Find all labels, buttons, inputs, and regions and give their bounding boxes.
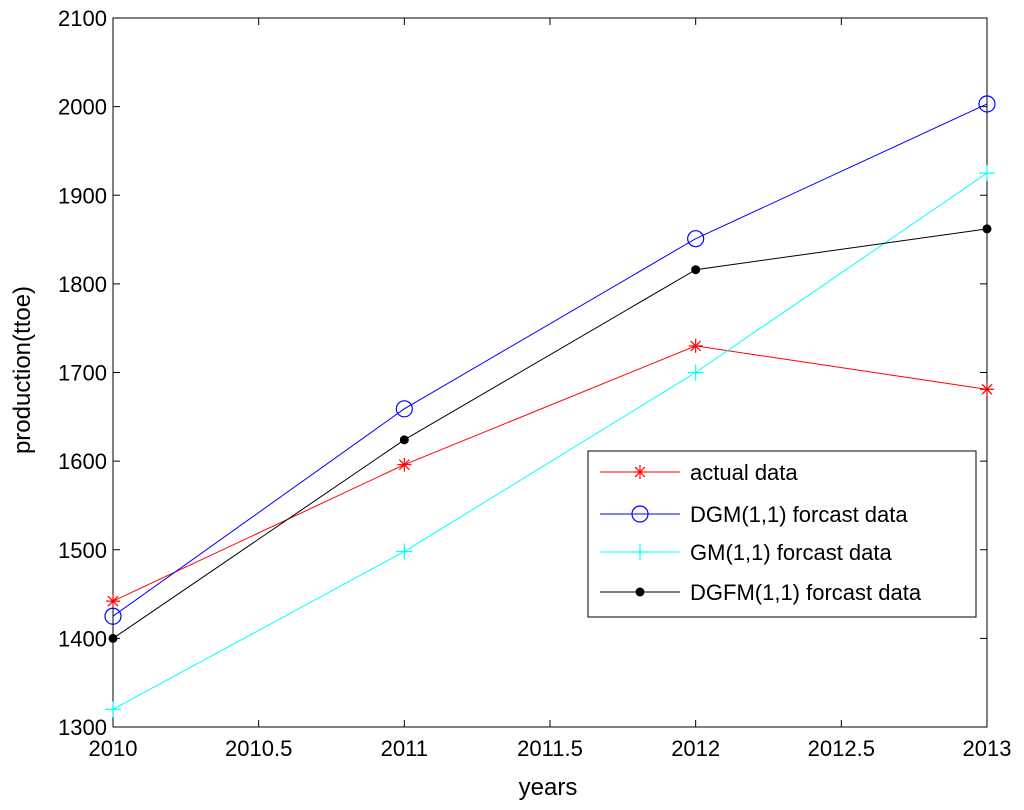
- legend-marker-2: [631, 505, 649, 523]
- x-tick-label: 2010.5: [225, 736, 292, 761]
- data-point-4-1: [108, 633, 118, 643]
- x-tick-label: 2010: [89, 736, 138, 761]
- y-tick-label: 1700: [58, 361, 107, 386]
- series-line-4: [112, 228, 988, 639]
- data-point-1-4: [980, 382, 994, 397]
- series-line-2: [112, 103, 988, 617]
- data-point-4-4: [982, 224, 992, 234]
- x-tick-label: 2012.5: [808, 736, 875, 761]
- data-point-3-1: [105, 701, 121, 718]
- y-tick-label: 1300: [58, 715, 107, 740]
- x-tick-label: 2011: [381, 736, 428, 761]
- data-point-1-1: [106, 594, 120, 609]
- legend-label-1: actual data: [690, 460, 798, 485]
- y-tick-label: 2000: [58, 95, 107, 120]
- y-tick-label: 1400: [58, 626, 107, 651]
- legend-box: [587, 450, 977, 618]
- y-tick-label: 2100: [58, 6, 107, 31]
- y-tick-label: 1500: [58, 538, 107, 563]
- plot-area: [112, 17, 988, 728]
- x-tick-label: 2012: [671, 736, 720, 761]
- data-point-2-1: [104, 607, 122, 625]
- y-tick-label: 1600: [58, 449, 107, 474]
- x-axis-title: years: [519, 774, 578, 801]
- data-point-1-2: [397, 457, 412, 472]
- legend-marker-3: [632, 544, 648, 560]
- legend-marker-4: [635, 587, 645, 597]
- series-line-3: [112, 172, 988, 710]
- y-axis-title: production(ttoe): [9, 286, 36, 454]
- x-tick-label: 2011.5: [517, 736, 583, 761]
- legend-marker-1: [633, 465, 647, 479]
- legend-label-2: DGM(1,1) forcast data: [690, 502, 908, 527]
- y-tick-label: 1800: [58, 272, 107, 297]
- data-point-4-2: [399, 435, 409, 445]
- series-line-1: [112, 345, 988, 602]
- data-point-2-2: [395, 400, 413, 418]
- legend: actual data DGM(1,1) forcast data GM(1,1) …: [587, 450, 977, 618]
- legend-label-4: DGFM(1,1) forcast data: [690, 580, 922, 605]
- data-point-3-2: [396, 543, 413, 560]
- data-point-4-3: [691, 265, 701, 275]
- x-tick-label: 2013: [963, 736, 1012, 761]
- data-point-1-3: [688, 338, 703, 353]
- data-point-3-4: [979, 165, 995, 182]
- y-tick-label: 1900: [58, 183, 107, 208]
- data-point-3-3: [687, 364, 704, 381]
- legend-label-3: GM(1,1) forcast data: [690, 540, 893, 565]
- data-point-2-3: [687, 230, 705, 248]
- data-point-2-4: [978, 95, 996, 113]
